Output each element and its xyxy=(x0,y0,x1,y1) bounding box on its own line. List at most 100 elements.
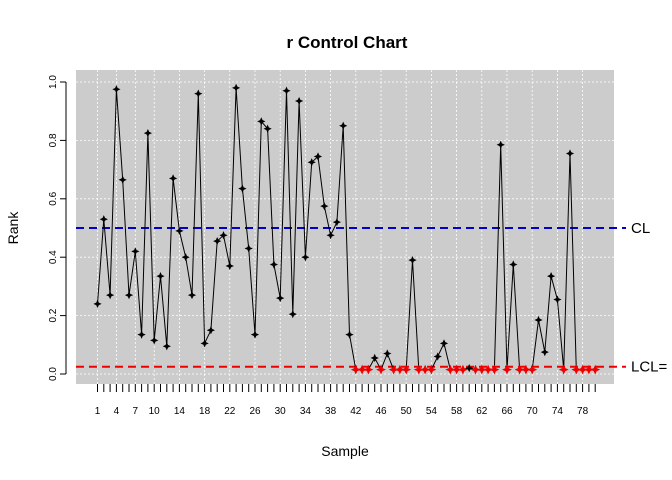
x-axis: 1 4 7 10 14 18 22 26 30 34 38 42 46 50 54 58 62 66 70 74 78 xyxy=(95,384,596,417)
reference-label-cl: CL xyxy=(631,220,650,237)
x-tick-label: 50 xyxy=(401,406,413,417)
data-point-out-of-control xyxy=(489,364,500,375)
data-point xyxy=(534,315,543,325)
data-point-out-of-control xyxy=(502,364,512,375)
x-tick-label: 70 xyxy=(527,406,539,417)
x-tick-label: 66 xyxy=(501,406,513,417)
x-tick-label: 1 xyxy=(95,406,101,417)
data-point xyxy=(225,261,234,271)
data-point xyxy=(540,347,549,357)
data-point xyxy=(320,201,329,211)
data-point xyxy=(326,231,335,240)
data-point xyxy=(194,89,203,98)
data-point xyxy=(408,255,417,265)
reference-label-lcl: LCL= xyxy=(631,359,668,376)
data-point-out-of-control xyxy=(527,364,538,375)
data-point xyxy=(213,237,222,246)
x-tick-label: 58 xyxy=(451,406,463,417)
data-point xyxy=(175,226,184,236)
x-tick-label: 78 xyxy=(577,406,589,417)
data-point xyxy=(553,295,562,304)
data-point xyxy=(301,253,310,262)
data-point xyxy=(339,121,348,130)
x-tick-label: 42 xyxy=(350,406,362,417)
y-tick-label: 0.6 xyxy=(48,191,59,205)
data-point xyxy=(282,86,291,95)
data-point xyxy=(263,124,272,133)
data-point xyxy=(105,291,115,300)
reference-lines: CL LCL= xyxy=(76,220,668,376)
data-point xyxy=(370,353,379,363)
data-point xyxy=(112,85,121,94)
data-point xyxy=(294,96,304,106)
x-tick-label: 34 xyxy=(300,406,312,417)
data-point xyxy=(168,174,178,183)
data-point xyxy=(137,330,146,339)
data-point-out-of-control xyxy=(558,364,569,375)
data-point xyxy=(257,117,266,126)
y-tick-label: 1.0 xyxy=(48,75,59,89)
data-point xyxy=(187,291,197,300)
data-point xyxy=(244,244,253,253)
data-point xyxy=(496,140,505,149)
y-tick-label: 0.2 xyxy=(48,308,59,322)
x-tick-label: 30 xyxy=(275,406,287,417)
data-point xyxy=(238,184,247,193)
data-point xyxy=(439,339,449,348)
x-tick-label: 4 xyxy=(114,406,120,417)
x-tick-label: 14 xyxy=(174,406,186,417)
data-point xyxy=(181,253,190,262)
data-point xyxy=(124,291,134,300)
data-point-out-of-control xyxy=(401,364,412,375)
data-point xyxy=(383,349,392,358)
x-tick-label: 38 xyxy=(325,406,337,417)
data-point xyxy=(200,339,209,348)
y-tick-label: 0.0 xyxy=(48,367,59,381)
data-point xyxy=(250,330,260,339)
x-axis-label: Sample xyxy=(321,443,369,459)
data-point-out-of-control xyxy=(590,364,601,375)
x-tick-label: 18 xyxy=(199,406,211,417)
series-line xyxy=(97,87,596,371)
data-point xyxy=(150,336,159,345)
data-point xyxy=(93,299,102,309)
y-axis-label: Rank xyxy=(5,211,21,245)
y-axis: 0.0 0.2 0.4 0.6 0.8 1.0 xyxy=(48,75,67,381)
data-point xyxy=(465,364,474,373)
data-point xyxy=(143,128,153,138)
data-point xyxy=(332,218,342,227)
data-point xyxy=(565,149,575,158)
data-point xyxy=(206,326,216,335)
data-point xyxy=(509,260,518,269)
data-point xyxy=(219,231,228,240)
data-point xyxy=(156,272,165,281)
x-tick-label: 26 xyxy=(249,406,261,417)
x-tick-label: 7 xyxy=(133,406,139,417)
data-point xyxy=(162,342,171,351)
data-point xyxy=(118,175,127,184)
data-point xyxy=(313,152,323,161)
y-tick-label: 0.4 xyxy=(48,250,59,264)
data-point xyxy=(276,293,285,303)
data-point xyxy=(288,310,297,319)
chart-title: r Control Chart xyxy=(287,33,408,52)
x-tick-label: 54 xyxy=(426,406,438,417)
data-point xyxy=(269,260,279,269)
data-point xyxy=(345,330,354,339)
data-point-out-of-control xyxy=(457,364,468,375)
data-point xyxy=(99,215,108,224)
x-tick-label: 10 xyxy=(149,406,161,417)
data-point xyxy=(433,352,442,361)
x-tick-label: 74 xyxy=(552,406,564,417)
data-point xyxy=(307,158,316,167)
x-tick-label: 46 xyxy=(375,406,387,417)
data-point xyxy=(231,83,241,92)
y-tick-label: 0.8 xyxy=(48,133,59,147)
x-tick-label: 22 xyxy=(224,406,236,417)
data-point xyxy=(131,247,140,256)
data-point-out-of-control xyxy=(376,364,386,375)
data-point-out-of-control xyxy=(363,364,374,375)
data-series xyxy=(93,83,601,375)
data-point xyxy=(546,272,556,281)
